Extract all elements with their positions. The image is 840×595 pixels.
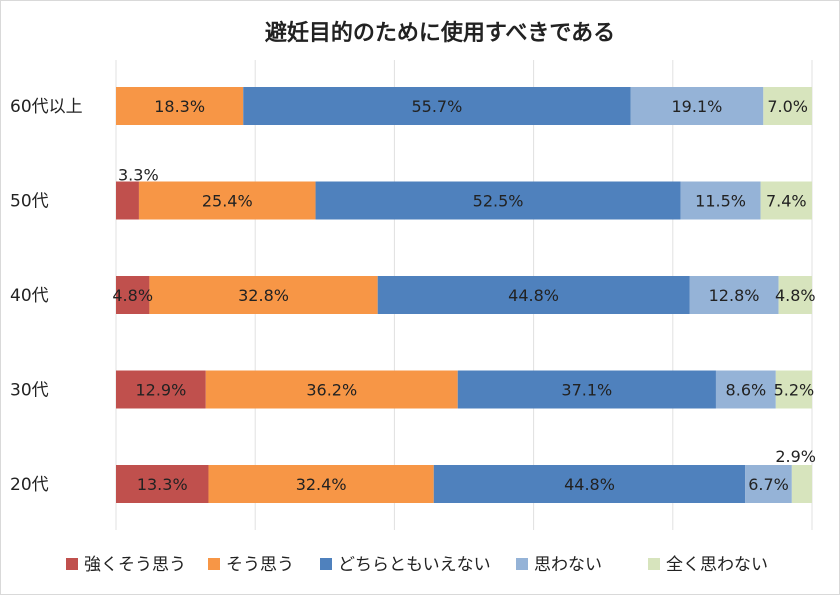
legend-swatch (320, 558, 332, 570)
data-label: 32.4% (296, 475, 347, 494)
bar-segment (116, 87, 244, 125)
legend-entry: 思わない (534, 555, 602, 575)
data-label: 12.9% (135, 381, 186, 400)
data-labels: 18.3% 55.7% 19.1% 7.0% 3.3% 25.4% 52.5% 11.5% 7.… (112, 97, 816, 494)
data-label: 7.4% (766, 192, 807, 211)
bar-segment (760, 181, 812, 220)
bar-segment (116, 181, 139, 220)
data-label: 44.8% (564, 475, 615, 494)
data-label: 37.1% (561, 381, 612, 400)
bar-segment (457, 370, 716, 409)
data-label: 44.8% (508, 286, 559, 305)
data-label: 18.3% (154, 97, 205, 116)
bar-segment (745, 465, 792, 503)
bar-segment (116, 370, 206, 409)
data-label: 32.8% (238, 286, 289, 305)
category-label: 20代 (10, 475, 49, 495)
bar-segment (315, 181, 681, 220)
bar-segment (208, 465, 434, 503)
bar-segment (775, 370, 812, 409)
data-label: 6.7% (748, 475, 789, 494)
data-label: 12.8% (709, 286, 760, 305)
data-label: 36.2% (306, 381, 357, 400)
data-label: 7.0% (767, 97, 808, 116)
bars (116, 87, 812, 503)
legend-swatch (208, 558, 220, 570)
bar-segment (630, 87, 764, 125)
bar-segment (689, 276, 779, 314)
data-label: 5.2% (774, 381, 815, 400)
category-labels: 60代以上 50代 40代 30代 20代 (10, 97, 83, 495)
bar-segment (116, 465, 209, 503)
category-label: 50代 (10, 192, 49, 212)
chart-title: 避妊目的のために使用すべきである (265, 20, 615, 46)
data-label: 11.5% (695, 192, 746, 211)
legend-swatch (516, 558, 528, 570)
bar-segment (715, 370, 776, 409)
bar-segment (205, 370, 458, 409)
legend-swatch (648, 558, 660, 570)
bar-segment (243, 87, 631, 125)
legend-entry: そう思う (226, 555, 294, 575)
category-label: 60代以上 (10, 97, 83, 117)
bar-segment (433, 465, 746, 503)
data-label: 25.4% (202, 192, 253, 211)
bar-segment (116, 276, 150, 314)
bar-segment (763, 87, 812, 125)
data-label: 4.8% (775, 286, 816, 305)
legend-swatch (66, 558, 78, 570)
data-label: 3.3% (118, 166, 159, 185)
data-label: 52.5% (473, 192, 524, 211)
data-label: 19.1% (672, 97, 723, 116)
legend: 強くそう思う そう思う どちらともいえない 思わない 全く思わない (66, 555, 768, 575)
bar-segment (778, 276, 812, 314)
bar-segment (138, 181, 316, 220)
legend-entry: 強くそう思う (84, 555, 186, 575)
bar-segment (377, 276, 690, 314)
data-label: 13.3% (137, 475, 188, 494)
category-label: 40代 (10, 286, 49, 306)
bar-segment (149, 276, 378, 314)
data-label: 55.7% (411, 97, 462, 116)
data-label: 4.8% (112, 286, 153, 305)
data-label: 2.9% (775, 447, 816, 466)
bar-segment (680, 181, 761, 220)
legend-entry: どちらともいえない (338, 555, 491, 575)
bar-segment (791, 465, 812, 503)
legend-entry: 全く思わない (666, 555, 768, 575)
category-label: 30代 (10, 381, 49, 401)
data-label: 8.6% (726, 381, 767, 400)
